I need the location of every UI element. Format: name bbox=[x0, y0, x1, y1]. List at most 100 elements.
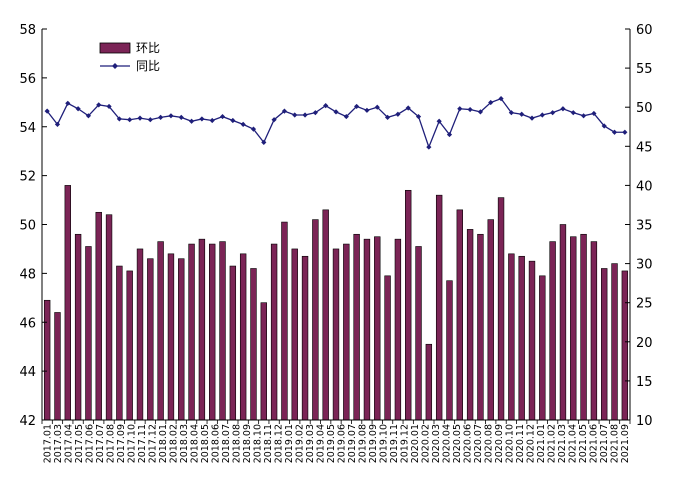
x-tick-label: 2020.05 bbox=[452, 424, 463, 463]
right-tick-label: 35 bbox=[636, 219, 653, 234]
left-tick-label: 48 bbox=[19, 267, 36, 282]
left-tick-label: 56 bbox=[19, 72, 36, 87]
x-tick-label: 2020.02 bbox=[420, 424, 431, 463]
x-tick-label: 2018.09 bbox=[242, 424, 253, 463]
yoy-point-2019.07 bbox=[354, 103, 360, 110]
x-tick-label: 2017.06 bbox=[84, 424, 95, 463]
x-tick-label: 2019.10 bbox=[378, 424, 389, 463]
right-tick-label: 10 bbox=[636, 414, 653, 429]
left-tick-label: 46 bbox=[19, 316, 36, 331]
x-tick-label: 2019.04 bbox=[315, 424, 326, 463]
bar-2017.08 bbox=[116, 265, 123, 421]
x-tick-label: 2021.07 bbox=[599, 424, 610, 463]
yoy-point-2019.01 bbox=[292, 112, 298, 118]
yoy-point-2018.06 bbox=[219, 113, 226, 120]
x-tick-label: 2017.04 bbox=[63, 424, 74, 463]
bar-2017.11 bbox=[147, 258, 154, 421]
x-tick-label: 2021.05 bbox=[578, 424, 589, 463]
x-tick-label: 2017.12 bbox=[147, 424, 158, 463]
bar-2018.05 bbox=[209, 243, 216, 421]
bar-2017.04 bbox=[74, 233, 82, 421]
bar-2019.06 bbox=[343, 243, 350, 421]
bar-2020.04 bbox=[446, 280, 453, 421]
x-tick-label: 2018.02 bbox=[168, 424, 179, 463]
right-tick-label: 50 bbox=[636, 101, 653, 116]
yoy-point-2021.05 bbox=[580, 113, 587, 119]
right-tick-label: 55 bbox=[636, 62, 653, 77]
bar-2018.01 bbox=[167, 253, 175, 421]
x-tick-label: 2019.12 bbox=[399, 424, 410, 463]
yoy-point-2018.10 bbox=[261, 139, 267, 145]
yoy-point-2020.09 bbox=[498, 95, 504, 102]
bar-2020.07 bbox=[477, 233, 484, 421]
yoy-point-2017.02 bbox=[54, 121, 61, 128]
bar-2020.02 bbox=[425, 343, 433, 421]
x-tick-label: 2018.05 bbox=[200, 424, 211, 463]
yoy-point-2019.03 bbox=[312, 110, 318, 116]
bar-2017.01 bbox=[43, 299, 51, 421]
bar-2019.10 bbox=[384, 275, 391, 421]
bar-2021.05 bbox=[580, 233, 587, 421]
bar-2017.02 bbox=[54, 312, 61, 421]
bar-2018.09 bbox=[250, 268, 257, 421]
bar-2018.10 bbox=[260, 302, 267, 421]
yoy-point-2019.05 bbox=[333, 109, 339, 115]
bar-2018.02 bbox=[178, 258, 185, 421]
legend-bar-swatch bbox=[99, 42, 131, 54]
yoy-point-2017.04 bbox=[75, 106, 81, 112]
x-tick-label: 2017.10 bbox=[126, 424, 137, 463]
yoy-point-2018.07 bbox=[230, 117, 236, 124]
yoy-point-2019.12 bbox=[405, 105, 411, 111]
legend: 环比 同比 bbox=[99, 41, 160, 73]
bar-2018.07 bbox=[229, 265, 237, 421]
bar-2018.11 bbox=[270, 243, 278, 421]
x-tick-label: 2020.12 bbox=[525, 424, 536, 463]
bar-2019.05 bbox=[332, 248, 340, 421]
yoy-point-2017.09 bbox=[127, 117, 133, 123]
bar-2020.06 bbox=[466, 229, 474, 421]
yoy-point-2018.03 bbox=[188, 118, 195, 124]
right-tick-label: 60 bbox=[636, 23, 653, 38]
x-tick-label: 2017.05 bbox=[74, 424, 85, 463]
bar-2020.08 bbox=[487, 219, 494, 421]
x-tick-label: 2020.03 bbox=[431, 424, 442, 463]
bar-2019.11 bbox=[394, 238, 402, 421]
yoy-point-2021.03 bbox=[560, 106, 566, 112]
left-tick-label: 54 bbox=[19, 121, 36, 136]
x-tick-label: 2020.01 bbox=[410, 424, 421, 463]
x-tick-label: 2020.04 bbox=[441, 424, 452, 463]
yoy-point-2021.07 bbox=[601, 123, 607, 129]
yoy-point-2019.11 bbox=[395, 111, 401, 117]
yoy-point-2017.05 bbox=[85, 113, 92, 119]
bar-2021.04 bbox=[570, 236, 577, 421]
right-tick-label: 30 bbox=[636, 258, 653, 273]
bar-2020.11 bbox=[518, 255, 525, 421]
right-tick-label: 15 bbox=[636, 375, 653, 390]
legend-label-bar: 环比 bbox=[136, 41, 160, 55]
yoy-point-2020.01 bbox=[415, 113, 422, 120]
bar-2020.05 bbox=[456, 209, 463, 421]
yoy-point-2017.08 bbox=[116, 116, 122, 122]
bar-2021.03 bbox=[559, 224, 567, 421]
yoy-point-2018.11 bbox=[271, 117, 277, 123]
x-tick-label: 2018.12 bbox=[273, 424, 284, 463]
legend-line-marker bbox=[112, 63, 118, 69]
yoy-point-2020.04 bbox=[446, 131, 453, 138]
x-tick-label: 2018.01 bbox=[158, 424, 169, 463]
x-tick-label: 2018.08 bbox=[231, 424, 242, 463]
x-tick-label: 2021.03 bbox=[557, 424, 568, 463]
bar-2019.08 bbox=[363, 238, 371, 421]
right-tick-label: 45 bbox=[636, 140, 653, 155]
x-tick-label: 2021.04 bbox=[567, 424, 578, 463]
x-tick-label: 2020.09 bbox=[494, 424, 505, 463]
yoy-point-2018.09 bbox=[250, 126, 257, 132]
bar-2019.09 bbox=[374, 236, 381, 421]
x-tick-label: 2021.08 bbox=[609, 424, 620, 463]
yoy-point-2018.05 bbox=[209, 117, 215, 124]
x-tick-label: 2017.03 bbox=[53, 424, 64, 463]
left-tick-label: 52 bbox=[19, 170, 36, 185]
x-tick-label: 2020.11 bbox=[515, 424, 526, 463]
x-tick-label: 2017.08 bbox=[105, 424, 116, 463]
x-tick-label: 2019.11 bbox=[389, 424, 400, 463]
